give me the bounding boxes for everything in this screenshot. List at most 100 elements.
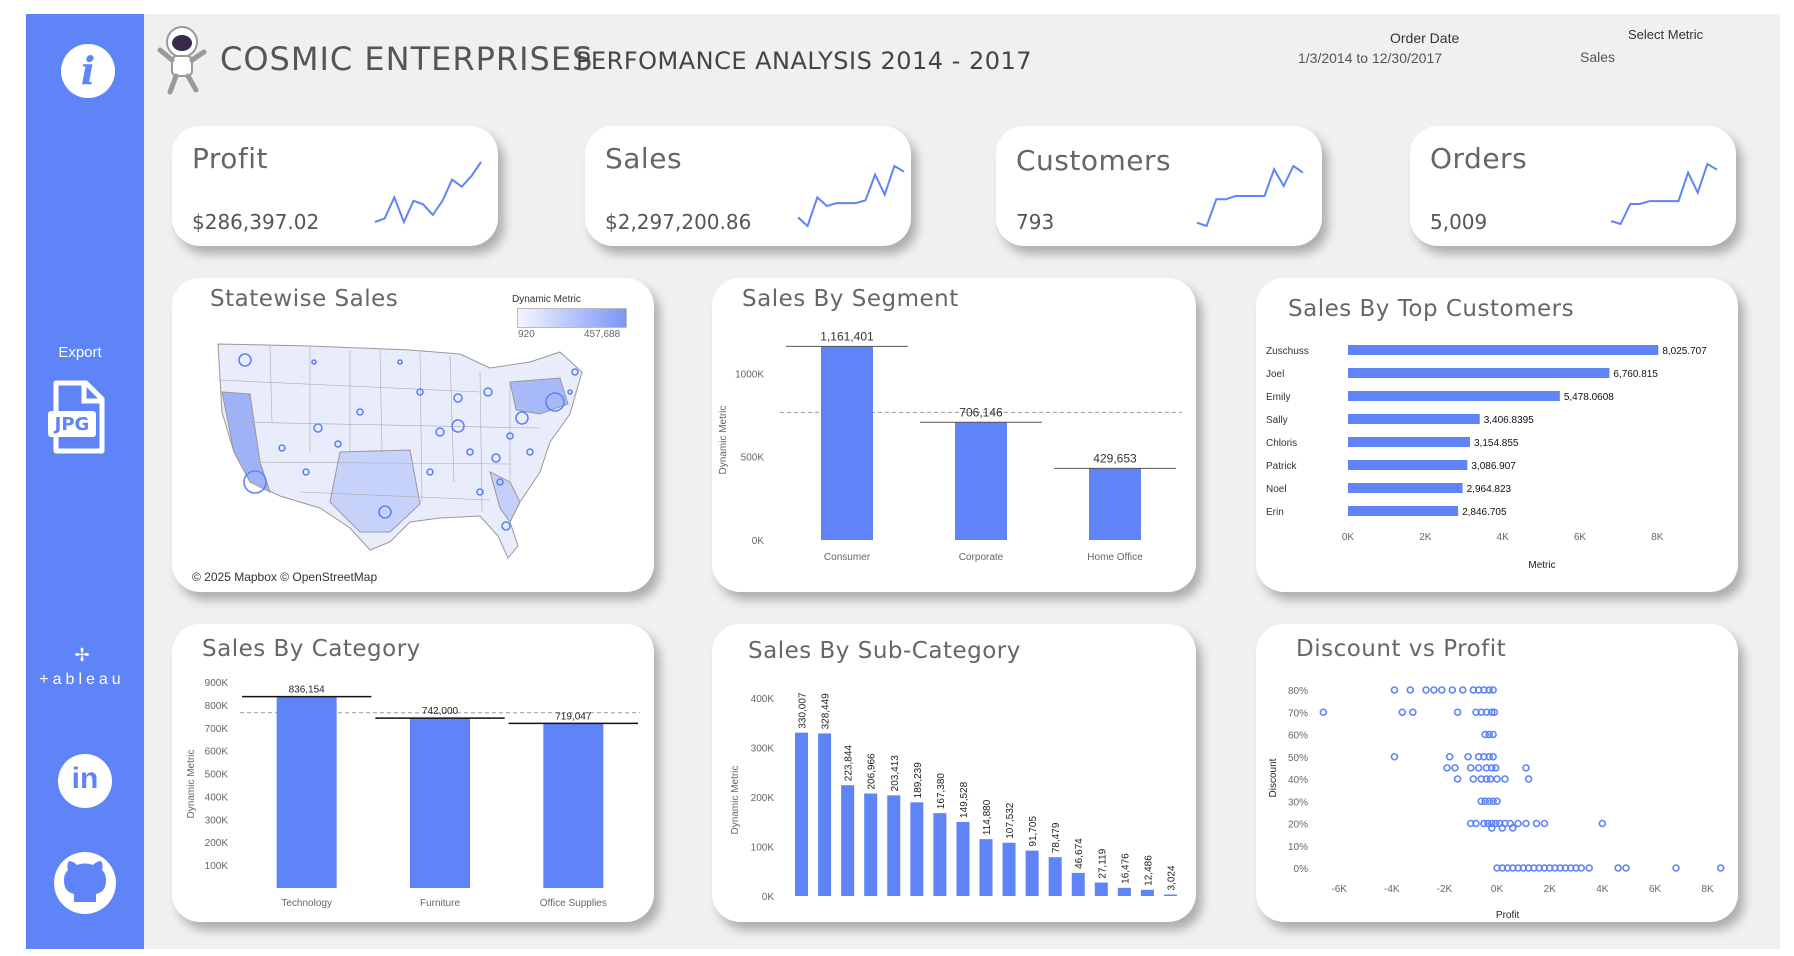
- scatter-point: [1716, 864, 1725, 872]
- x-tick-label: Home Office: [1087, 552, 1143, 563]
- x-tick-label: 8K: [1701, 884, 1714, 895]
- scatter-point: [1481, 797, 1490, 806]
- scatter-point: [1448, 686, 1457, 694]
- sales-by-segment-panel: Sales By Segment 0K 500K 1000K Dynamic Metr…: [712, 278, 1196, 592]
- y-tick-label: 10%: [1288, 842, 1308, 853]
- statewise-sales-panel: Statewise Sales Dynamic Metric 920 457,6…: [172, 278, 654, 592]
- export-label: Export: [58, 344, 102, 361]
- scatter-point: [1489, 797, 1497, 806]
- scatter-point: [1532, 819, 1541, 828]
- order-date-label: Order Date: [1390, 30, 1460, 46]
- bar: [979, 839, 993, 896]
- select-metric-dropdown[interactable]: Sales: [1580, 49, 1616, 65]
- x-tick-label: 4K: [1596, 884, 1609, 895]
- top-customers-bar-chart[interactable]: Zuschuss 8,025.707 Joel 6,760.815 Emily 5,478…: [1256, 328, 1738, 592]
- data-label: 167,380: [936, 773, 947, 810]
- kpi-value: $286,397.02: [192, 210, 320, 234]
- kpi-sparkline: [1610, 162, 1718, 226]
- bar: [821, 346, 873, 540]
- bar: [841, 785, 855, 896]
- scatter-point: [1390, 686, 1399, 694]
- data-label: 8,025.707: [1662, 346, 1707, 357]
- order-date-filter[interactable]: 1/3/2014 to 12/30/2017: [1298, 50, 1443, 66]
- bar: [1348, 414, 1480, 424]
- kpi-card-orders: Orders 5,009: [1410, 126, 1736, 246]
- kpi-sparkline: [1196, 164, 1304, 228]
- data-label: 107,532: [1005, 802, 1016, 839]
- data-label: 206,966: [867, 753, 878, 790]
- y-tick-label: Emily: [1266, 392, 1290, 403]
- discount-profit-scatter[interactable]: 0% 10% 20% 30% 40% 50% 60% 70% 80% -6K -4K -2K 0K 2K 4…: [1256, 668, 1738, 922]
- scatter-point: [1480, 819, 1488, 828]
- scatter-point: [1430, 686, 1438, 694]
- y-tick-label: Joel: [1266, 369, 1284, 380]
- bar: [1025, 850, 1039, 896]
- scatter-point: [1487, 819, 1496, 828]
- scatter-point: [1614, 864, 1622, 872]
- x-tick-label: 0K: [1342, 532, 1355, 543]
- kpi-card-profit: Profit $286,397.02: [172, 126, 498, 246]
- x-tick-label: Corporate: [959, 552, 1004, 563]
- y-tick-label: 0%: [1294, 864, 1309, 875]
- x-tick-label: Furniture: [420, 898, 460, 909]
- y-tick-label: 300K: [205, 815, 229, 826]
- bar: [1117, 887, 1131, 896]
- scatter-point: [1493, 797, 1501, 806]
- data-label: 706,146: [959, 405, 1003, 419]
- scatter-point: [1437, 686, 1446, 694]
- subcategory-bar-chart[interactable]: 0K 100K 200K 300K 400K Dynamic Metric 330,007 3…: [712, 670, 1196, 922]
- bar: [1348, 483, 1463, 493]
- kpi-title: Profit: [192, 142, 269, 175]
- bar: [864, 793, 878, 896]
- scatter-point: [1485, 797, 1493, 806]
- scatter-point: [1672, 864, 1680, 872]
- panel-title: Sales By Top Customers: [1288, 296, 1575, 322]
- y-tick-label: 1000K: [735, 369, 764, 380]
- panel-title: Discount vs Profit: [1296, 636, 1507, 662]
- data-label: 836,154: [289, 685, 326, 696]
- y-tick-label: 20%: [1288, 820, 1308, 831]
- scatter-point: [1459, 686, 1467, 694]
- y-tick-label: 40%: [1288, 775, 1308, 786]
- select-metric-label: Select Metric: [1628, 27, 1704, 42]
- info-icon[interactable]: i: [61, 44, 115, 98]
- scatter-point: [1485, 686, 1493, 694]
- y-tick-label: 600K: [205, 747, 229, 758]
- x-axis-label: Metric: [1528, 560, 1555, 571]
- export-jpg-button[interactable]: JPG: [46, 379, 114, 457]
- x-tick-label: Office Supplies: [540, 898, 607, 909]
- sales-by-top-customers-panel: Sales By Top Customers Zuschuss 8,025.707…: [1256, 278, 1738, 592]
- kpi-value: $2,297,200.86: [605, 210, 752, 234]
- us-map[interactable]: [210, 332, 590, 572]
- scatter-point: [1472, 819, 1480, 828]
- scatter-point: [1487, 708, 1496, 717]
- linkedin-icon[interactable]: in: [58, 754, 112, 808]
- scatter-point: [1390, 752, 1399, 761]
- sparkline-path: [1610, 162, 1718, 226]
- category-bar-chart[interactable]: 100K 200K 300K 400K 500K 600K 700K 800K 900K Dyna…: [172, 668, 654, 922]
- bar: [933, 813, 947, 896]
- scatter-point: [1487, 764, 1496, 772]
- bar: [276, 696, 337, 888]
- discount-vs-profit-panel: Discount vs Profit 0% 10% 20% 30% 40% 50% 60% 7…: [1256, 624, 1738, 922]
- kpi-value: 793: [1016, 210, 1055, 234]
- scatter-point: [1443, 764, 1451, 772]
- segment-bar-chart[interactable]: 0K 500K 1000K Dynamic Metric 1,161,401 Consum…: [712, 318, 1196, 592]
- data-label: 149,528: [959, 781, 970, 818]
- y-tick-label: 200K: [205, 838, 229, 849]
- github-icon[interactable]: [52, 850, 118, 916]
- x-tick-label: Technology: [281, 898, 332, 909]
- scatter-point: [1491, 819, 1500, 828]
- bar: [956, 821, 970, 896]
- kpi-card-customers: Customers 793: [996, 126, 1322, 246]
- scatter-point: [1498, 824, 1507, 832]
- x-tick-label: 4K: [1497, 532, 1510, 543]
- y-tick-label: 400K: [205, 792, 229, 803]
- x-tick-label: 0K: [1491, 884, 1504, 895]
- y-tick-label: Patrick: [1266, 461, 1298, 472]
- scatter-point: [1422, 686, 1430, 694]
- scatter-point: [1485, 752, 1493, 761]
- scatter-point: [1453, 775, 1462, 783]
- scatter-point: [1477, 797, 1486, 806]
- bar: [1094, 882, 1108, 896]
